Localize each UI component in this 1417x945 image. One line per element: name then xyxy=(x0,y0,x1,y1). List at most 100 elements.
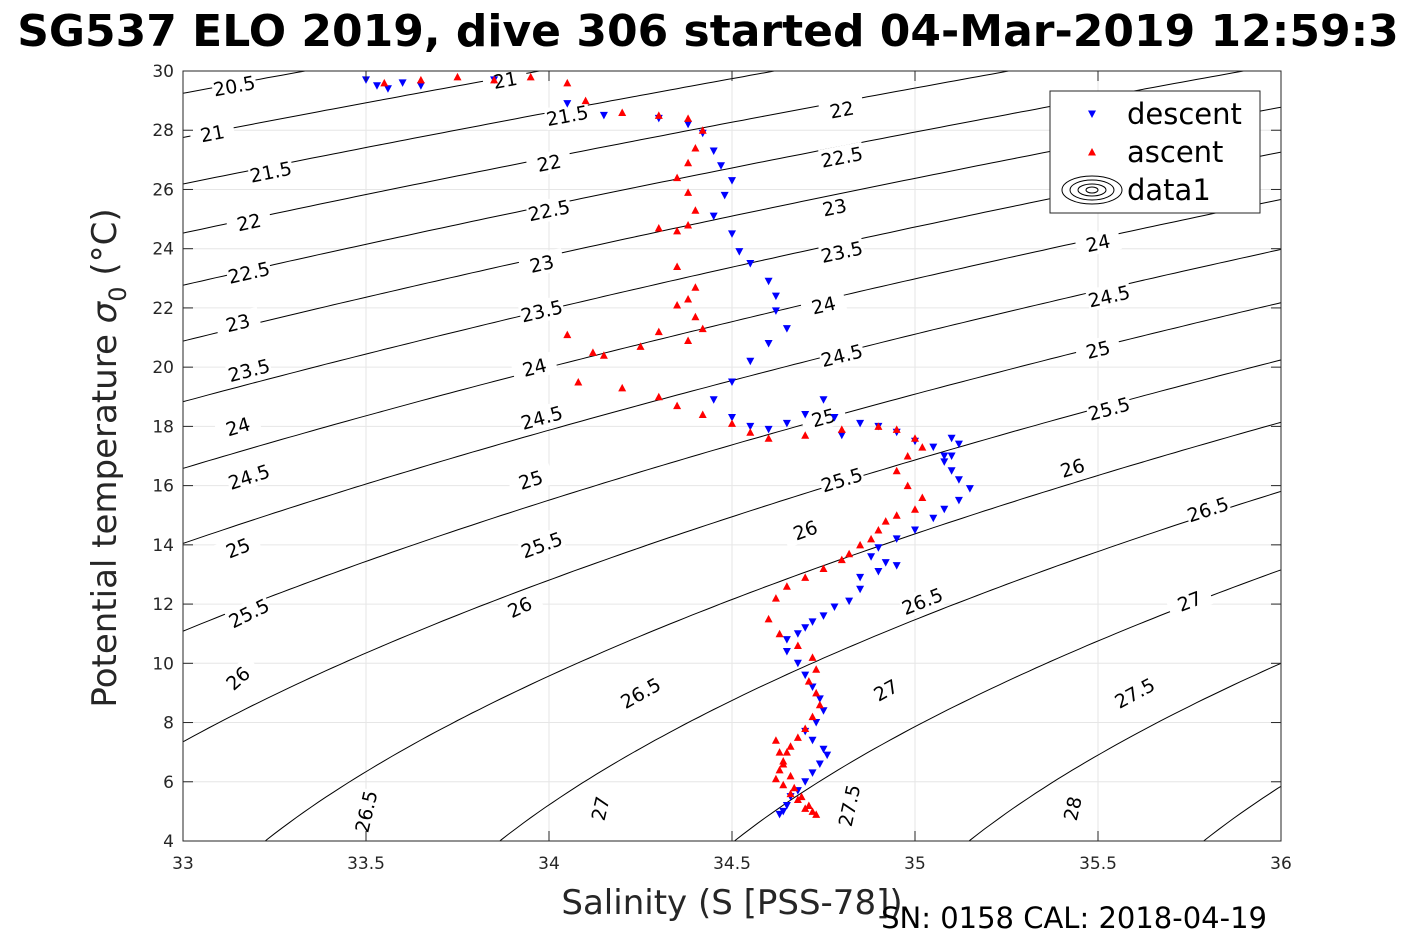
descent-point xyxy=(874,568,883,576)
ascent-point xyxy=(684,295,693,303)
data-points xyxy=(362,72,974,819)
x-tick-label: 34.5 xyxy=(713,854,751,874)
y-tick-label: 10 xyxy=(152,654,174,674)
ascent-point xyxy=(698,324,707,333)
descent-point xyxy=(764,425,773,434)
ascent-point xyxy=(837,555,846,564)
contour-label-bg xyxy=(818,94,866,125)
descent-point xyxy=(599,111,608,120)
contour-label-bg xyxy=(861,669,911,711)
y-axis-label-sigma: σ xyxy=(85,300,125,323)
x-axis-ticks: 33 33.5 34 34.5 35 35.5 36 xyxy=(172,71,1292,874)
descent-point xyxy=(819,396,828,404)
contour-label-bg xyxy=(1165,582,1214,620)
descent-point xyxy=(965,485,974,493)
ascent-point xyxy=(782,582,791,590)
contour-label-bg xyxy=(615,672,666,714)
y-tick-label: 16 xyxy=(152,477,174,497)
contour-label-bg xyxy=(833,781,865,830)
legend: descent ascent data1 xyxy=(1049,90,1261,214)
ascent-point xyxy=(856,540,865,549)
y-tick-label: 4 xyxy=(163,832,174,852)
ascent-point xyxy=(775,629,784,638)
legend-label: data1 xyxy=(1127,173,1211,207)
legend-contour-ring xyxy=(1061,175,1123,205)
contour-label-bg xyxy=(1110,672,1160,714)
contour-label-bg xyxy=(188,118,236,149)
x-axis-label: Salinity (S [PSS-78]) xyxy=(561,883,902,923)
contour-label-bg xyxy=(817,339,866,372)
contour-label-bg xyxy=(210,71,258,101)
y-tick-label: 26 xyxy=(152,180,174,200)
descent-point xyxy=(881,559,890,567)
descent-point xyxy=(819,612,828,620)
contour-label: 23 xyxy=(517,247,566,280)
ascent-point xyxy=(797,792,806,801)
contour-label-bg xyxy=(517,295,566,327)
ascent-point xyxy=(918,443,927,451)
descent-point xyxy=(782,801,791,810)
contour-label: 24 xyxy=(799,289,848,321)
ascent-point xyxy=(911,434,919,442)
contour-label-bg xyxy=(799,289,848,321)
y-tick-label: 24 xyxy=(152,240,174,260)
descent-point xyxy=(819,707,828,715)
contour-label-bg xyxy=(225,206,273,238)
ascent-point xyxy=(673,173,682,182)
ascent-point xyxy=(673,401,682,410)
ascent-point xyxy=(812,688,821,697)
ascent-point xyxy=(812,810,821,818)
descent-point xyxy=(823,751,832,760)
descent-point xyxy=(720,191,729,200)
contour-label-bg xyxy=(1056,784,1089,833)
descent-point xyxy=(947,452,956,460)
descent-point xyxy=(837,431,846,440)
descent-point xyxy=(856,585,865,594)
descent-point xyxy=(929,443,938,452)
contour-label: 22 xyxy=(818,94,866,125)
descent-point xyxy=(735,248,744,256)
ascent-point xyxy=(804,801,813,809)
descent-point xyxy=(728,414,736,422)
contour-label-bg xyxy=(350,787,382,836)
ascent-point xyxy=(903,481,912,490)
descent-point xyxy=(954,476,963,484)
legend-marker-ascent xyxy=(1088,148,1096,156)
descent-point xyxy=(867,553,876,561)
contour-label-bg xyxy=(1183,492,1233,527)
contour-label-text: 28 xyxy=(1060,794,1087,822)
legend-marker-contour xyxy=(1061,175,1123,205)
descent-point xyxy=(728,378,736,386)
y-tick-label: 12 xyxy=(152,595,174,615)
ascent-point xyxy=(786,771,795,780)
ascent-point xyxy=(815,700,824,709)
descent-point xyxy=(801,624,810,632)
contour-label-bg xyxy=(525,147,573,178)
ascent-point xyxy=(684,188,693,196)
contour-label-bg xyxy=(543,100,591,131)
descent-point xyxy=(801,778,810,786)
ascent-point xyxy=(867,534,876,543)
ascent-point xyxy=(588,348,597,356)
descent-point xyxy=(764,339,773,348)
contour-label-text: 22 xyxy=(235,210,263,237)
descent-point xyxy=(775,810,784,819)
legend-contour-ring xyxy=(1069,179,1115,201)
x-tick-label: 34 xyxy=(538,854,560,874)
contour-label: 22 xyxy=(225,206,273,238)
ascent-point xyxy=(771,736,780,744)
descent-point xyxy=(815,695,824,703)
descent-point xyxy=(856,573,865,582)
y-tick-label: 14 xyxy=(152,536,174,556)
contour-label-bg xyxy=(817,236,866,268)
ascent-point xyxy=(801,431,810,439)
ascent-point xyxy=(380,78,389,87)
ascent-point xyxy=(892,466,901,475)
contour-label: 24 xyxy=(213,409,263,444)
descent-point xyxy=(782,636,791,644)
ascent-point xyxy=(764,614,773,623)
contour-label: 22 xyxy=(525,147,573,178)
contour-label-bg xyxy=(780,512,830,548)
contour-label-bg xyxy=(225,256,273,288)
